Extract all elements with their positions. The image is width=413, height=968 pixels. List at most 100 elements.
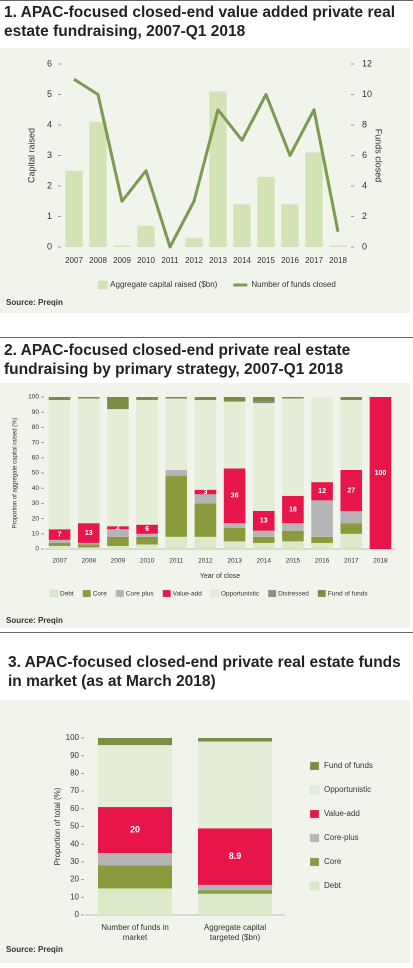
legend-swatch [210,589,219,598]
legend-swatch [162,589,171,598]
bar-segment [77,542,100,545]
bar-segment [223,468,246,524]
bar-segment [165,469,188,477]
y-tick-label: 30 [70,857,79,866]
y-tick-label: 3 [47,150,52,160]
chart-title: 1. APAC-focused closed-end value added p… [4,4,396,40]
y2-tick-label: 4 [362,180,367,190]
bar-segment [282,530,304,542]
y-tick-label: 10 [32,531,40,538]
y-axis-label: Capital raised [26,128,36,183]
y-tick-label: 90 [70,751,79,760]
bar [233,204,251,247]
x-tick-label: 2013 [209,256,227,265]
y-tick-label: 60 [32,455,40,462]
bar-segment [194,400,217,490]
x-tick-label: 2007 [52,558,67,565]
x-tick-label: 2013 [227,558,242,565]
y2-tick-label: 2 [362,211,367,221]
data-label: 8.9 [229,851,242,861]
x-tick-label: 2015 [286,558,301,565]
bar [257,176,275,247]
chart-title: 2. APAC-focused closed-end private real … [4,342,351,378]
source: Source: Preqin [6,945,63,954]
chart-panel: 0 1 2 3 4 5 6 0 2 4 6 8 10 12 Capital raised Funds clos… [0,48,410,313]
data-label: 27 [347,487,355,494]
x-tick-label: 2018 [373,558,388,565]
bar-segment [223,541,246,549]
bar-segment [98,888,172,915]
y-tick-label: 0 [75,910,80,919]
bar [89,121,107,247]
bar-segment [194,489,217,495]
legend-swatch [309,761,320,771]
bar-segment [48,545,71,549]
data-label: 13 [85,530,93,537]
bar-segment [165,398,188,470]
bar-segment [77,547,100,549]
bar-segment [165,397,188,399]
bar-segment [107,529,129,537]
legend-label: Debt [60,591,74,598]
bar-segment [194,536,217,549]
x-tick-label: 2017 [305,256,323,265]
chart-panel: 0 10 20 30 40 50 60 70 80 90 100 Proportion of aggr… [0,383,410,628]
bar-segment [340,400,363,470]
y-tick-label: 5 [47,89,52,99]
bar-segment [107,526,129,530]
legend-swatch [115,589,124,598]
bar-segment [198,893,272,915]
y-tick-label: 40 [70,839,79,848]
legend-swatch [267,589,277,598]
bar-segment [340,511,363,524]
legend-label: Debt [324,881,342,890]
bar-segment [198,738,272,742]
legend-swatch [98,280,108,290]
bar-segment [340,397,363,401]
x-tick-label: 2016 [281,256,299,265]
y2-axis-label: Funds closed [374,129,384,183]
y2-tick-label: 0 [362,241,367,251]
bar-segment [252,536,275,543]
bar-segment [48,397,71,401]
bar-segment [340,523,363,534]
y-tick-label: 20 [32,515,40,522]
bar-segment [136,544,158,549]
bar-segment [98,807,172,854]
bar-segment [198,890,272,894]
line-series [73,77,340,249]
x-tick-label: 2012 [185,256,203,265]
y-tick-label: 50 [32,470,40,477]
source: Source: Preqin [6,298,63,307]
data-label: 7 [58,531,62,538]
legend-label: Core-plus [324,833,359,842]
chart-title: 3. APAC-focused closed-end private real … [8,654,401,690]
data-label: 18 [289,506,297,513]
bar-segment [198,741,272,829]
x-tick-label: 2011 [161,256,179,265]
bar-segment [48,400,71,530]
x-tick-label: 2012 [198,558,213,565]
y2-tick-label: 12 [362,58,372,68]
y-tick-label: 60 [70,804,79,813]
x-tick-label: 2014 [257,558,272,565]
bar-segment [282,495,304,524]
bar-segment [223,527,246,542]
bar-segment [340,533,363,549]
y-tick-label: 90 [32,409,40,416]
legend-swatch [49,589,59,598]
x-axis-label: Year of close [200,573,240,580]
x-tick-label: 2008 [89,256,107,265]
divider [0,0,413,1]
legend-label: Core [93,591,107,598]
legend-label: Value-add [173,591,203,598]
x-tick-label: 2010 [140,558,155,565]
chart: 0 10 20 30 40 50 60 70 80 90 100 Proportion of aggr… [6,394,395,625]
bar-segment [252,530,275,537]
bar [137,225,155,247]
x-tick-label: 2007 [65,256,83,265]
x-tick-label: 2016 [315,558,330,565]
data-label: 2 [116,525,120,532]
bar-segment [252,397,275,402]
legend-label: Distressed [278,591,309,598]
